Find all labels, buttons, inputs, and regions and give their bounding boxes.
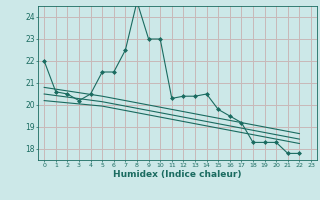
X-axis label: Humidex (Indice chaleur): Humidex (Indice chaleur) — [113, 170, 242, 179]
